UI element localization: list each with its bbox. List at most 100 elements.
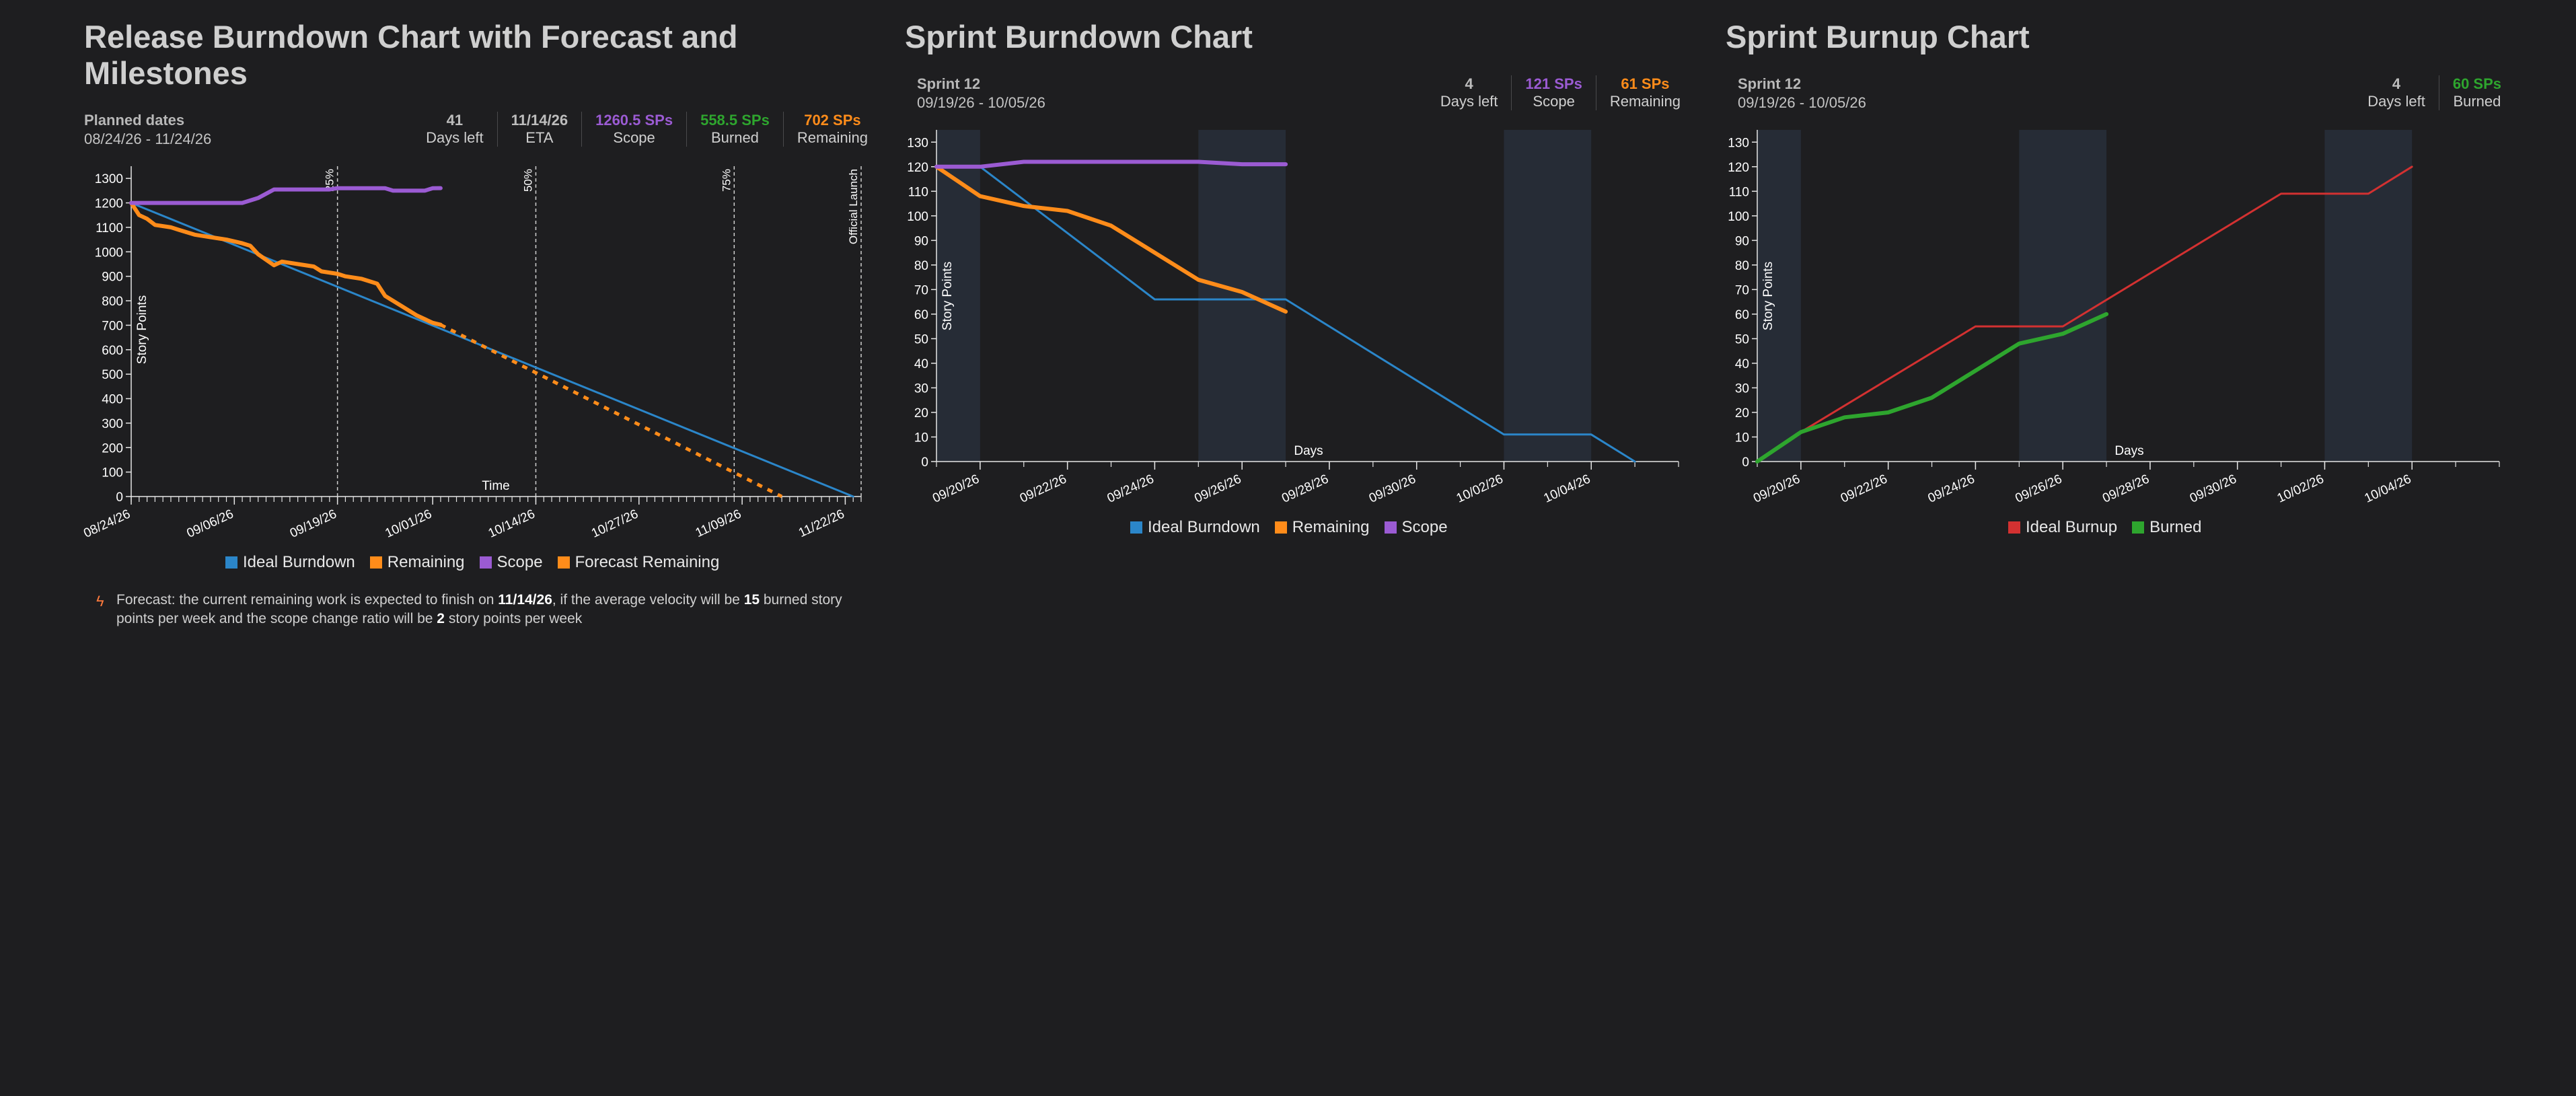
sprint-burndown-legend: Ideal Burndown Remaining Scope [1130,518,1448,537]
y-tick-label: 80 [914,259,928,273]
x-tick-label: 10/02/26 [1455,472,1506,505]
y-axis-label: Story Points [135,295,149,364]
sprint-info: Sprint 12 09/19/26 - 10/05/26 [917,75,1045,112]
stat-scope: 121 SPs Scope [1511,75,1595,110]
y-tick-label: 700 [102,319,123,333]
stat-value: 4 [1465,75,1473,92]
legend-item-burned: Burned [2132,518,2202,537]
y-tick-label: 120 [907,161,928,175]
y-tick-label: 30 [1735,381,1749,396]
y-tick-label: 50 [1735,332,1749,346]
y-tick-label: 10 [1735,431,1749,445]
stat-value: 60 SPs [2452,75,2501,92]
stat-label: Days left [1440,93,1498,110]
y-tick-label: 100 [907,210,928,224]
y-tick-label: 130 [1728,136,1749,150]
milestone-label: 25% [324,169,336,192]
legend-label: Scope [1401,518,1448,536]
stat-label: Burned [710,129,759,146]
stat-remaining: 61 SPs Remaining [1595,75,1694,110]
legend-label: Ideal Burndown [1148,518,1260,536]
stat-value: 61 SPs [1621,75,1670,92]
y-tick-label: 100 [102,466,123,480]
x-tick-label: 10/04/26 [2362,472,2413,505]
stat-label: Days left [2367,93,2425,110]
milestone-label: 50% [521,169,534,192]
release-stats: 41 Days left 11/14/26 ETA 1260.5 SPs Scope 558… [412,112,881,147]
sprint-burnup-legend: Ideal Burnup Burned [2008,518,2202,537]
planned-dates-value: 08/24/26 - 11/24/26 [84,131,212,147]
sprint-burnup-title: Sprint Burnup Chart [1726,19,2030,54]
x-tick-label: 11/09/26 [694,507,744,540]
y-tick-label: 20 [914,406,928,421]
milestone-label: Official Launch [847,169,860,244]
legend-swatch [225,556,237,569]
x-tick-label: 09/30/26 [2188,472,2239,505]
weekend-band [1198,130,1286,462]
y-tick-label: 300 [102,417,123,431]
stat-value: 41 [446,112,464,129]
release-burndown-panel: Release Burndown Chart with Forecast and… [81,0,881,1096]
y-tick-label: 90 [914,234,928,248]
legend-swatch [1384,521,1397,534]
x-tick-label: 09/22/26 [1018,472,1069,505]
x-tick-label: 08/24/26 [81,507,133,540]
x-tick-label: 10/27/26 [589,507,640,540]
plot-area: 0 10 20 30 40 50 60 70 80 90 100 110 120 130 09/20/26 0… [907,130,1679,506]
legend-label: Remaining [1292,518,1370,536]
x-tick-label: 09/06/26 [185,507,236,540]
stat-burned: 558.5 SPs Burned [686,112,783,147]
stat-value: 121 SPs [1525,75,1582,92]
x-tick-label: 09/20/26 [930,472,982,505]
plot-area: 0 100 200 300 400 500 600 700 800 900 1000 1100 1200… [81,166,862,541]
y-tick-label: 1300 [95,172,123,186]
sprint-dates: 09/19/26 - 10/05/26 [1738,94,1866,111]
forecast-note-text: Forecast: the current remaining work is … [116,592,842,626]
page-title: Release Burndown Chart with Forecast and… [84,19,738,91]
y-axis-label: Story Points [1761,262,1775,330]
series-burned [1755,312,2109,464]
x-tick-label: 09/26/26 [2013,472,2064,505]
y-tick-label: 1100 [96,221,123,235]
planned-dates: Planned dates 08/24/26 - 11/24/26 [84,112,211,148]
release-burndown-chart: 0 100 200 300 400 500 600 700 800 900 1000 1100 1200… [81,166,862,541]
stat-label: Scope [1533,93,1575,110]
stat-value: 4 [2392,75,2401,92]
y-tick-label: 70 [914,283,928,297]
sprint-burndown-panel: Sprint Burndown Chart Sprint 12 09/19/26… [905,0,1692,1096]
sprint-burnup-stats: 4 Days left 60 SPs Burned [2354,75,2515,110]
weekend-band [936,130,980,462]
x-tick-label: 10/04/26 [1541,472,1592,505]
stat-days-left: 41 Days left [412,112,497,147]
stat-label: Remaining [1609,93,1681,110]
sprint-burnup-panel: Sprint Burnup Chart Sprint 12 09/19/26 -… [1726,0,2513,1096]
legend-item-forecast-remaining: Forecast Remaining [557,553,720,572]
weekend-band [1504,130,1592,462]
milestone-label: 75% [720,169,733,192]
x-tick-label: 10/01/26 [383,507,434,540]
x-tick-label: 09/20/26 [1751,472,1802,505]
x-tick-label: 09/30/26 [1367,472,1418,505]
x-tick-label: 09/24/26 [1926,472,1977,505]
x-axis-label: Days [1294,444,1323,458]
legend-swatch [1130,521,1142,534]
y-tick-label: 900 [102,270,123,285]
y-tick-label: 40 [914,357,928,371]
x-axis-label: Time [482,479,510,493]
legend-swatch [369,556,382,569]
y-tick-label: 1200 [95,197,123,211]
stat-value: 11/14/26 [511,112,568,129]
x-tick-label: 09/28/26 [2100,472,2151,505]
y-tick-label: 120 [1728,161,1749,175]
legend-label: Forecast Remaining [575,553,720,571]
sprint-name: Sprint 12 [1738,75,1802,92]
y-tick-label: 600 [102,344,123,358]
x-axis-label: Days [2114,444,2143,458]
stat-remaining: 702 SPs Remaining [782,112,881,147]
x-tick-label: 09/19/26 [288,507,339,540]
sprint-burnup-chart: 0 10 20 30 40 50 60 70 80 90 100 110 120 130 09/20/26 0… [1728,130,2500,506]
legend-label: Burned [2149,518,2202,536]
stat-value: 558.5 SPs [700,112,770,129]
legend-swatch [1274,521,1287,534]
legend-swatch [557,556,570,569]
